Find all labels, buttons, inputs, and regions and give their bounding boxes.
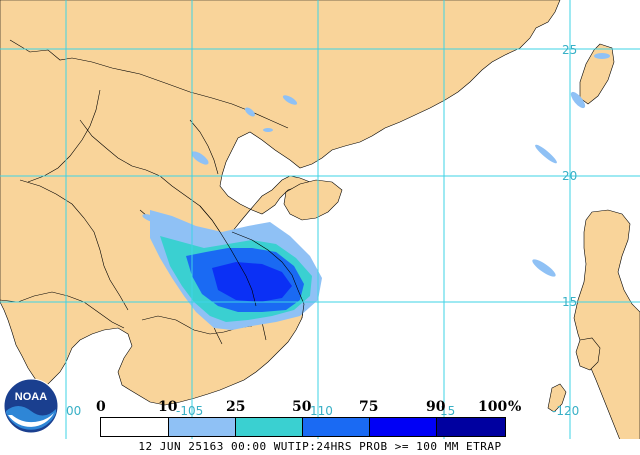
philippines-luzon [573, 209, 640, 441]
lon-label-100: 00 [66, 404, 82, 418]
graticule [0, 0, 640, 440]
map-caption: 12 JUN 25163 00:00 WUTIP:24HRS PROB >= 1… [0, 439, 640, 455]
legend-tick-10: 10 [158, 399, 178, 415]
lat-label-25: 25 [562, 43, 578, 57]
legend-bin-10-25 [168, 417, 237, 437]
lat-label-15: 15 [562, 295, 578, 309]
lon-label-105: -105 [176, 404, 204, 418]
legend-bin-90-100 [436, 417, 506, 437]
taiwan-island [579, 43, 615, 105]
lon-label-120: -120 [552, 404, 580, 418]
legend-bin-25-50 [235, 417, 304, 437]
legend-tick-25: 25 [226, 399, 246, 415]
noaa-logo: NOAA [3, 378, 59, 434]
legend-tick-90: 90 [426, 399, 446, 415]
lon-label-110: 110 [310, 404, 333, 418]
legend-unit: % [508, 399, 522, 415]
palawan-island [547, 383, 567, 413]
prob-75-area [212, 262, 292, 302]
probability-shading [150, 210, 322, 330]
legend-tick-0: 0 [96, 399, 106, 415]
hainan-island [283, 179, 343, 221]
legend-tick-100: 100 [478, 399, 508, 415]
legend-tick-75: 75 [359, 399, 379, 415]
mainland-asia [0, 0, 561, 406]
lat-label-20: 20 [562, 169, 578, 183]
lon-label-115: 15 [440, 404, 456, 418]
legend-bin-75-90 [369, 417, 438, 437]
legend-bin-50-75 [302, 417, 371, 437]
mindoro-island [575, 337, 601, 371]
legend-tick-50: 50 [292, 399, 312, 415]
legend-bin-0-10 [100, 417, 170, 437]
noaa-logo-text: NOAA [15, 391, 47, 403]
